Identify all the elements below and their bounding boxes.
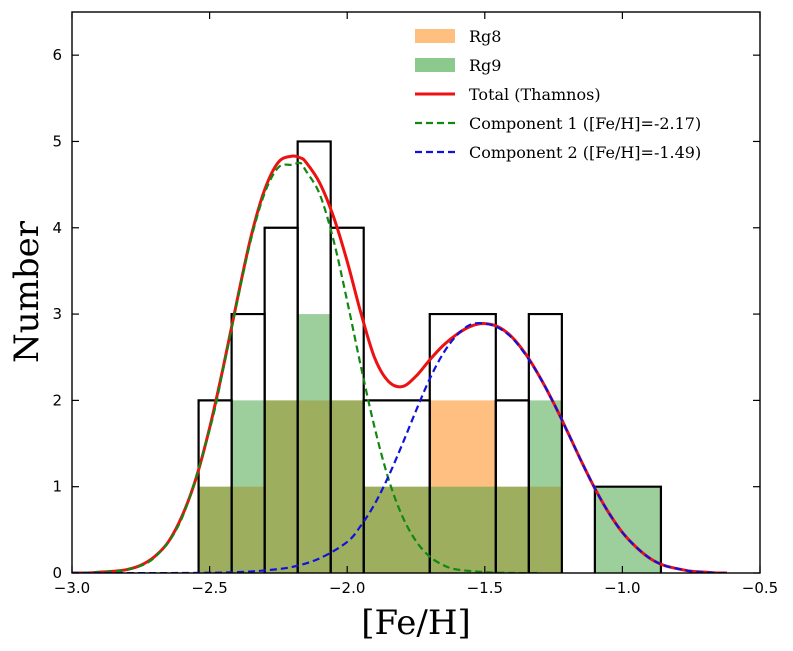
rg9-bar-2 xyxy=(264,400,298,573)
legend-component-2-label: Component 2 ([Fe/H]=-1.49) xyxy=(469,143,701,162)
rg9-bar-7 xyxy=(495,486,529,573)
rg9-bar-8 xyxy=(528,400,562,573)
plot-frame xyxy=(71,11,761,574)
legend-component-1-label: Component 1 ([Fe/H]=-2.17) xyxy=(469,114,701,133)
x-tick-label-1: −2.5 xyxy=(191,579,227,597)
outline-bin-8 xyxy=(527,312,563,573)
y-tick-label-1: 1 xyxy=(52,478,62,496)
axis-ticks xyxy=(71,12,761,574)
outline-bin-9 xyxy=(593,485,663,573)
x-tick-label-3: −1.5 xyxy=(467,579,503,597)
legend-rg8-swatch xyxy=(415,29,455,43)
y-tick-label-4: 4 xyxy=(52,219,62,237)
legend-rg9-swatch xyxy=(415,58,455,72)
total-curve xyxy=(72,154,727,573)
y-tick-label-5: 5 xyxy=(52,132,62,150)
rg9-bar-4 xyxy=(330,400,364,573)
rg9-bar-3 xyxy=(297,314,331,573)
legend: Rg8 Rg9 Total (Thamnos) Component 1 ([Fe/H]… xyxy=(415,27,701,162)
x-tick-label-4: −1.0 xyxy=(604,579,640,597)
component-1-curve xyxy=(72,161,540,573)
y-tick-label-6: 6 xyxy=(52,46,62,64)
fit-curves xyxy=(72,154,727,573)
x-tick-label-2: −2.0 xyxy=(329,579,365,597)
y-tick-label-2: 2 xyxy=(52,391,62,409)
legend-rg9-label: Rg9 xyxy=(469,56,501,75)
rg9-bar-1 xyxy=(231,400,265,573)
y-axis-label: Number xyxy=(7,220,47,363)
x-axis-label: [Fe/H] xyxy=(361,603,471,643)
x-tick-label-5: −0.5 xyxy=(742,579,778,597)
legend-rg8-label: Rg8 xyxy=(469,27,501,46)
legend-total-label: Total (Thamnos) xyxy=(469,85,601,104)
axis-tick-labels: −3.0 −2.5 −2.0 −1.5 −1.0 −0.5 0 1 2 3 4 5 6 xyxy=(52,46,778,597)
component-2-curve xyxy=(72,321,727,573)
y-tick-label-3: 3 xyxy=(52,305,62,323)
y-tick-label-0: 0 xyxy=(52,564,62,582)
rg9-bar-0 xyxy=(198,486,232,573)
x-tick-label-0: −3.0 xyxy=(54,579,90,597)
rg9-bar-6 xyxy=(429,486,496,573)
total-histogram-outline xyxy=(197,140,663,573)
plot-border xyxy=(71,11,761,574)
